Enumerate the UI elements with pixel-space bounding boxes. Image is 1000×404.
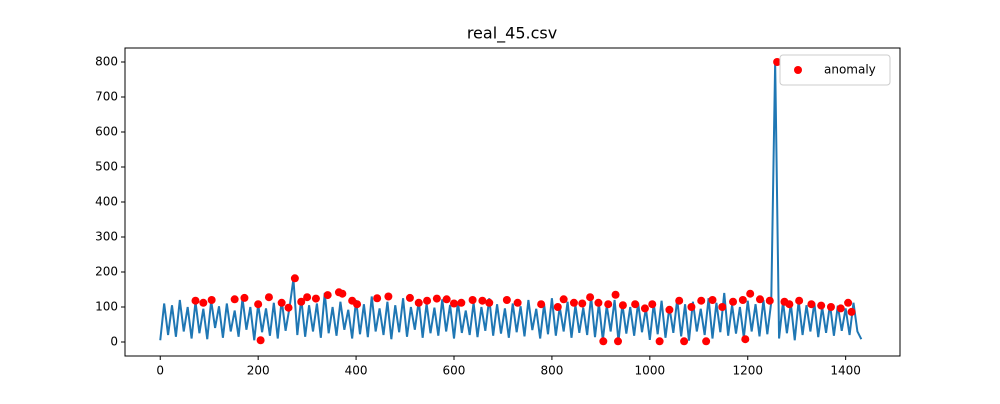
anomaly-point <box>648 300 657 309</box>
anomaly-point <box>323 291 332 300</box>
anomaly-point <box>687 303 696 311</box>
anomaly-point <box>502 296 511 304</box>
data-line <box>159 61 863 342</box>
x-tick-label: 1200 <box>732 364 763 378</box>
y-tick-label: 800 <box>95 55 118 69</box>
anomaly-point <box>297 297 306 306</box>
anomaly-point <box>844 298 853 307</box>
anomaly-point <box>817 301 826 310</box>
anomaly-point <box>256 336 265 345</box>
anomaly-point <box>826 303 835 311</box>
anomaly-point <box>611 290 620 299</box>
chart-title: real_45.csv <box>467 24 557 44</box>
anomaly-point <box>755 295 764 304</box>
anomaly-point <box>207 296 216 304</box>
anomaly-point <box>795 296 804 305</box>
anomaly-point <box>578 299 587 308</box>
legend-box <box>779 54 891 86</box>
x-tick-label: 800 <box>540 364 563 378</box>
anomaly-point <box>414 298 423 307</box>
y-tick-label: 300 <box>95 230 118 244</box>
anomaly-point <box>729 297 738 306</box>
anomaly-point <box>191 296 200 305</box>
anomaly-point <box>373 294 382 303</box>
anomaly-point <box>614 337 623 346</box>
y-tick-label: 500 <box>95 160 118 174</box>
anomaly-point <box>353 300 362 309</box>
x-tick-label: 200 <box>247 364 270 378</box>
anomaly-point <box>665 305 674 314</box>
anomaly-point <box>254 300 263 309</box>
anomaly-point <box>311 294 320 303</box>
anomaly-point <box>384 292 393 301</box>
anomaly-point <box>746 289 755 298</box>
anomaly-point <box>442 295 451 304</box>
anomaly-point <box>718 303 727 311</box>
anomaly-point <box>457 298 466 307</box>
anomaly-point <box>765 296 774 305</box>
anomaly-point <box>631 300 640 309</box>
anomaly-point <box>640 304 649 313</box>
anomaly-point <box>277 298 286 307</box>
anomaly-point <box>468 296 477 304</box>
plot-frame <box>124 47 901 357</box>
y-tick-label: 100 <box>95 300 118 314</box>
anomaly-point <box>405 293 414 302</box>
anomaly-point <box>264 293 273 302</box>
anomaly-point <box>702 337 711 346</box>
anomaly-point <box>836 304 845 313</box>
anomaly-point <box>594 298 603 307</box>
anomaly-point <box>738 296 747 304</box>
anomaly-point <box>655 337 664 346</box>
x-tick-label: 1400 <box>830 364 861 378</box>
anomaly-point <box>284 303 293 312</box>
anomaly-point <box>338 289 347 298</box>
anomaly-point <box>290 274 299 283</box>
x-tick-label: 600 <box>443 364 466 378</box>
anomaly-point <box>708 296 717 304</box>
y-tick-label: 600 <box>95 125 118 139</box>
x-tick-label: 1000 <box>635 364 666 378</box>
anomaly-point <box>432 294 441 303</box>
anomaly-point <box>847 307 856 316</box>
anomaly-point <box>423 296 432 305</box>
anomaly-point <box>553 303 562 311</box>
legend-label: anomaly <box>824 63 876 77</box>
anomaly-point <box>675 296 684 305</box>
legend-marker <box>794 66 802 74</box>
anomaly-point <box>807 300 816 309</box>
anomaly-point <box>697 296 706 305</box>
anomaly-point <box>680 337 689 346</box>
anomaly-point <box>569 298 578 307</box>
anomaly-point <box>785 300 794 309</box>
y-tick-label: 400 <box>95 195 118 209</box>
y-tick-label: 200 <box>95 265 118 279</box>
anomaly-point <box>240 293 249 302</box>
anomaly-point <box>199 298 208 307</box>
anomaly-point <box>485 298 494 307</box>
x-tick-label: 400 <box>345 364 368 378</box>
anomaly-point <box>741 335 750 344</box>
anomaly-point <box>559 295 568 304</box>
anomaly-point <box>604 300 613 309</box>
anomaly-point <box>230 295 239 304</box>
anomaly-point <box>449 299 458 308</box>
anomaly-point <box>618 301 627 310</box>
x-tick-label: 0 <box>156 364 164 378</box>
anomaly-point <box>599 337 608 346</box>
anomaly-point <box>586 293 595 302</box>
anomaly-point <box>513 298 522 307</box>
y-tick-label: 700 <box>95 90 118 104</box>
anomaly-point <box>478 296 487 305</box>
anomaly-point <box>303 293 312 302</box>
y-tick-label: 0 <box>110 335 118 349</box>
anomaly-point <box>773 58 782 66</box>
anomaly-point <box>537 300 546 309</box>
